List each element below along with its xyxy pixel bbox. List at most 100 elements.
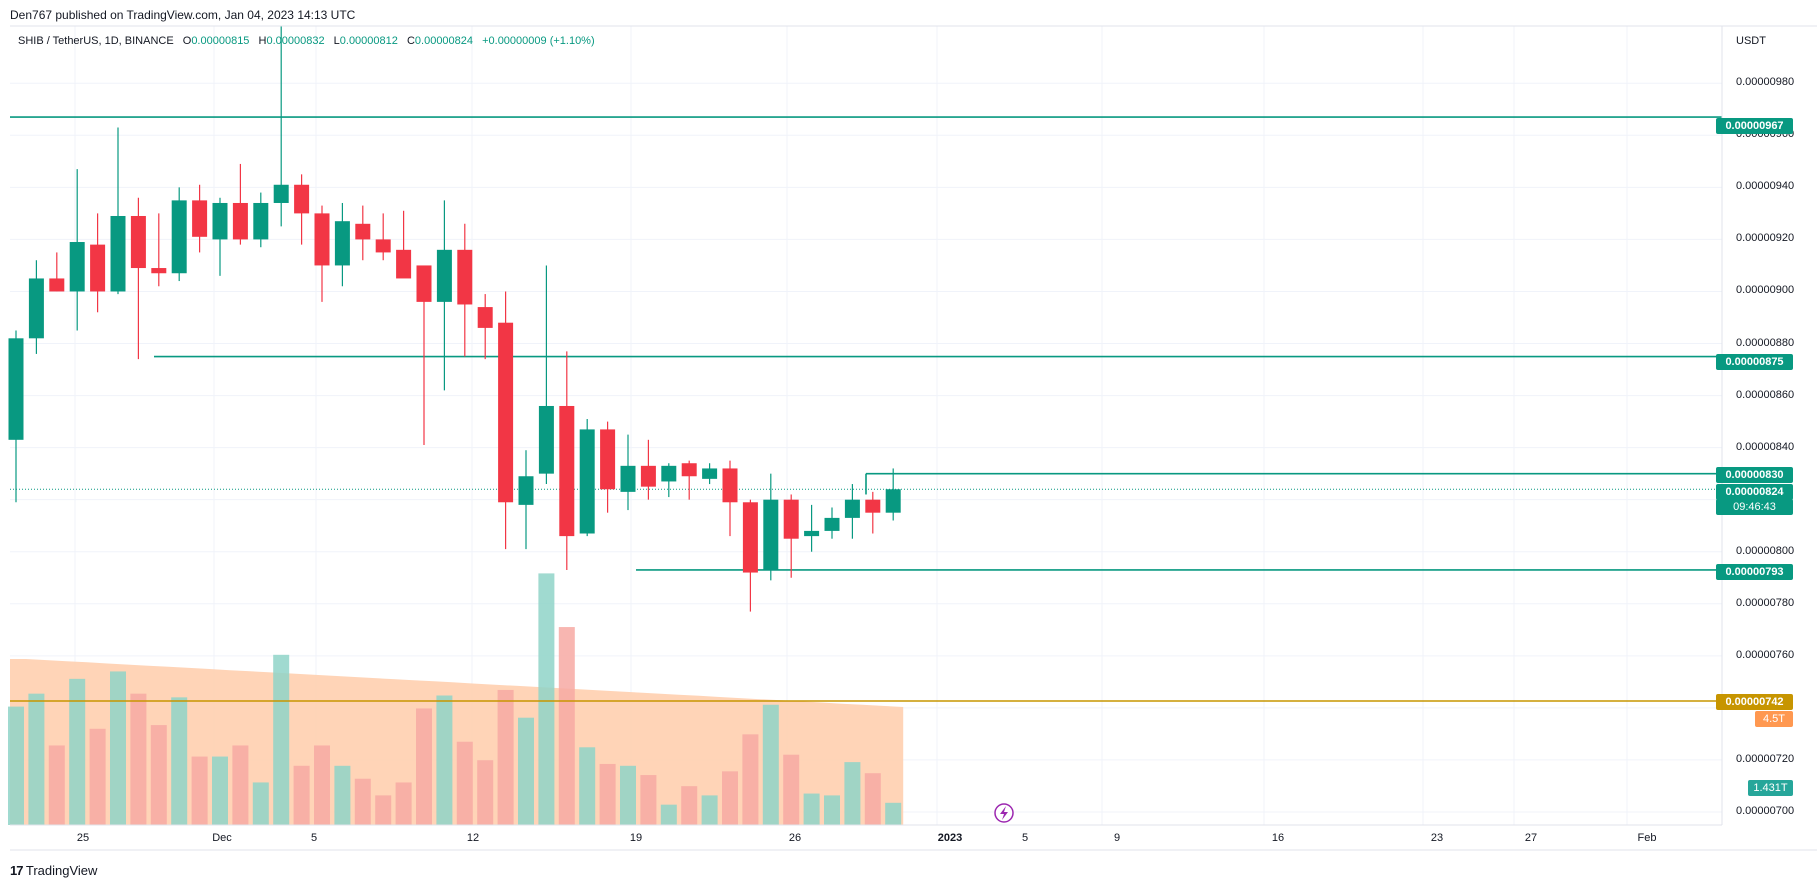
close-label: C	[406, 35, 415, 47]
level-lines	[10, 116, 1722, 702]
volume-bar	[48, 745, 65, 825]
volume-bar	[640, 775, 657, 825]
volume-bar	[354, 778, 371, 825]
candle-body	[273, 184, 289, 203]
time-tick: 27	[1524, 832, 1538, 844]
candle-body	[702, 468, 718, 479]
candle-body	[518, 476, 534, 505]
candle-body	[334, 221, 350, 266]
change-value: +0.00000009 (+1.10%)	[482, 35, 595, 47]
current-price-label: 0.00000824	[1716, 484, 1793, 500]
volume-bar	[89, 728, 106, 825]
time-tick: 16	[1271, 832, 1285, 844]
price-tick: 0.00000760	[1736, 648, 1795, 661]
candle-body	[294, 184, 310, 214]
volume-bar	[762, 704, 779, 825]
symbol-name: SHIB / TetherUS, 1D, BINANCE	[18, 35, 174, 47]
price-tick: 0.00000800	[1736, 544, 1795, 557]
candle-body	[396, 249, 412, 279]
currency-label: USDT	[1736, 35, 1766, 47]
close-value: 0.00000824	[414, 35, 474, 47]
candle-body	[69, 242, 85, 292]
time-tick: 23	[1430, 832, 1444, 844]
low-value: 0.00000812	[339, 35, 398, 47]
candle-body	[49, 278, 65, 292]
volume-bar	[885, 802, 902, 825]
volume-bar	[110, 671, 126, 825]
published-header: Den767 published on TradingView.com, Jan…	[10, 8, 356, 22]
volume-bar	[742, 734, 759, 825]
level-label-875: 0.00000875	[1716, 354, 1793, 370]
open-label: O	[182, 35, 192, 47]
volume-bar	[844, 762, 861, 825]
candle-body	[28, 278, 44, 339]
candle-body	[620, 465, 636, 492]
price-tick: 0.00000980	[1736, 76, 1795, 89]
candle-body	[192, 200, 208, 237]
volume-bar	[273, 654, 290, 825]
candle-body	[538, 405, 554, 474]
volume-ma-label: 4.5T	[1755, 711, 1793, 727]
tradingview-logo-icon: 17	[10, 863, 24, 878]
candle-body	[579, 429, 595, 534]
time-tick: 5	[310, 832, 318, 844]
time-tick: 2023	[937, 832, 963, 844]
volume-bar	[864, 773, 881, 825]
candle-body	[457, 249, 473, 305]
volume-bar	[416, 708, 432, 825]
time-tick: 12	[466, 832, 480, 844]
volume-bar	[558, 627, 575, 825]
volume-bar	[191, 756, 208, 825]
volume-bar	[660, 804, 677, 825]
candle-body	[477, 307, 493, 328]
candle-body	[171, 200, 187, 274]
time-tick: 5	[1021, 832, 1029, 844]
candle-body	[722, 468, 738, 503]
volume-bars	[8, 573, 902, 825]
volume-bar	[579, 747, 596, 825]
candle-body	[232, 202, 248, 240]
volume-bar	[314, 745, 330, 825]
time-tick: 25	[76, 832, 90, 844]
volume-bar	[436, 695, 453, 825]
volume-bar	[824, 795, 840, 825]
candle-body	[110, 215, 126, 292]
volume-bar	[28, 693, 45, 825]
candle-body	[416, 265, 432, 302]
volume-bar	[722, 771, 738, 825]
volume-last-label: 1.431T	[1748, 780, 1793, 796]
candle-body	[885, 489, 901, 513]
low-label: L	[333, 35, 340, 47]
volume-bar	[518, 717, 534, 825]
candles	[8, 26, 901, 612]
open-value: 0.00000815	[191, 35, 250, 47]
time-tick: 19	[629, 832, 643, 844]
high-label: H	[258, 35, 267, 47]
price-tick: 0.00000700	[1736, 804, 1795, 817]
candle-body	[804, 530, 820, 537]
candle-body	[355, 223, 371, 240]
volume-bar	[293, 765, 310, 825]
price-tick: 0.00000900	[1736, 284, 1795, 297]
volume-bar	[681, 786, 698, 825]
candle-body	[559, 405, 575, 537]
candle-body	[436, 249, 452, 302]
price-tick: 0.00000860	[1736, 388, 1795, 401]
time-tick: Dec	[212, 832, 232, 844]
volume-bar	[538, 573, 555, 825]
volume-bar	[701, 795, 718, 825]
tradingview-logo[interactable]: 17 TradingView	[10, 863, 97, 878]
candle-body	[314, 213, 330, 266]
candle-body	[375, 239, 391, 253]
candle-body	[498, 322, 514, 503]
candle-body	[681, 463, 697, 477]
volume-bar	[599, 763, 616, 825]
candle-body	[844, 499, 860, 518]
price-tick: 0.00000780	[1736, 596, 1795, 609]
volume-bar	[803, 793, 820, 825]
volume-bar	[8, 706, 24, 825]
candle-body	[742, 502, 758, 573]
lightning-icon[interactable]	[994, 803, 1014, 823]
level-label-793: 0.00000793	[1716, 564, 1793, 580]
